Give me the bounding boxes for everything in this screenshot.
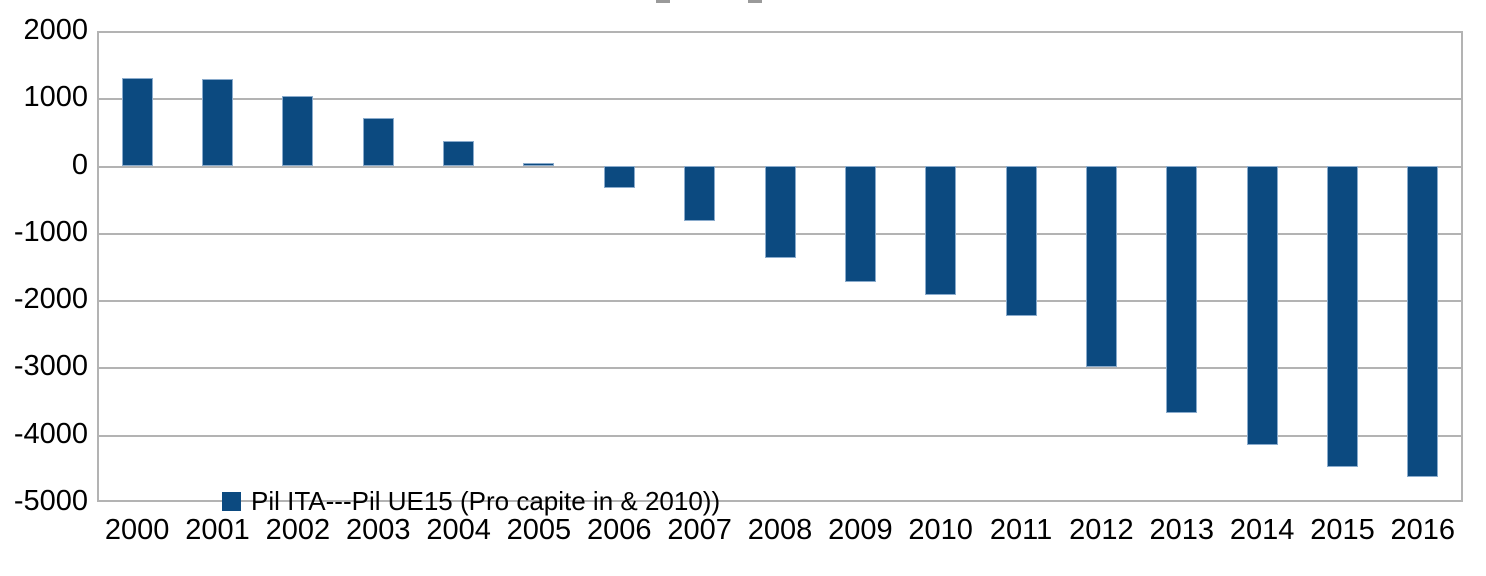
bar-2011 xyxy=(1005,165,1037,316)
x-axis-label-2015: 2015 xyxy=(1310,514,1375,546)
x-axis-label-2007: 2007 xyxy=(667,514,732,546)
x-axis-label-2014: 2014 xyxy=(1229,514,1295,546)
bar-2007 xyxy=(684,165,716,221)
x-axis-label-2010: 2010 xyxy=(908,514,973,546)
bar-2014 xyxy=(1246,165,1278,445)
gridline-1000 xyxy=(99,98,1461,101)
bar-2002 xyxy=(282,95,314,166)
cropped-title-fragment xyxy=(748,0,762,3)
y-axis-label-0: 0 xyxy=(71,148,88,181)
plot-area: Pil ITA---Pil UE15 (Pro capite in & 2010… xyxy=(97,31,1463,516)
y-axis-label-2000: 2000 xyxy=(23,14,88,46)
legend-label: Pil ITA---Pil UE15 (Pro capite in & 2010… xyxy=(251,486,721,516)
bar-2006 xyxy=(603,165,635,188)
x-axis-label-2013: 2013 xyxy=(1149,514,1214,546)
x-axis-label-2016: 2016 xyxy=(1390,514,1456,546)
bar-2001 xyxy=(202,79,234,166)
x-axis-label-2003: 2003 xyxy=(345,514,411,546)
bar-2016 xyxy=(1407,165,1439,478)
bar-2000 xyxy=(121,78,153,166)
y-axis-label--5000: -5000 xyxy=(13,485,88,517)
y-axis-label--2000: -2000 xyxy=(13,283,88,316)
y-axis-label-1000: 1000 xyxy=(23,81,88,114)
bar-2003 xyxy=(362,117,394,166)
bar-2013 xyxy=(1166,165,1198,414)
legend-swatch-icon xyxy=(222,492,241,511)
x-axis-label-2006: 2006 xyxy=(587,514,652,546)
bar-2015 xyxy=(1326,165,1358,467)
x-axis-label-2004: 2004 xyxy=(426,514,491,546)
y-axis-label--1000: -1000 xyxy=(13,215,88,248)
x-axis-label-2012: 2012 xyxy=(1069,514,1134,546)
x-axis-label-2011: 2011 xyxy=(989,514,1053,546)
y-axis-label--3000: -3000 xyxy=(13,350,88,383)
gridline--2000 xyxy=(99,300,1461,303)
bar-2012 xyxy=(1085,165,1117,367)
x-axis-label-2005: 2005 xyxy=(506,514,572,546)
x-axis-label-2008: 2008 xyxy=(747,514,813,546)
x-axis-label-2000: 2000 xyxy=(104,514,170,546)
bar-2010 xyxy=(925,165,957,296)
gridline--3000 xyxy=(99,367,1461,370)
x-axis-label-2002: 2002 xyxy=(265,514,331,546)
bar-2009 xyxy=(844,165,876,282)
x-axis-label-2009: 2009 xyxy=(828,514,893,546)
legend: Pil ITA---Pil UE15 (Pro capite in & 2010… xyxy=(222,486,720,517)
bar-2005 xyxy=(523,162,555,166)
x-axis-label-2001: 2001 xyxy=(185,514,250,546)
bar-2008 xyxy=(764,165,796,258)
cropped-title-fragment xyxy=(656,0,670,3)
bar-2004 xyxy=(443,141,475,166)
y-axis-label--4000: -4000 xyxy=(13,417,88,450)
gridline--4000 xyxy=(99,434,1461,437)
